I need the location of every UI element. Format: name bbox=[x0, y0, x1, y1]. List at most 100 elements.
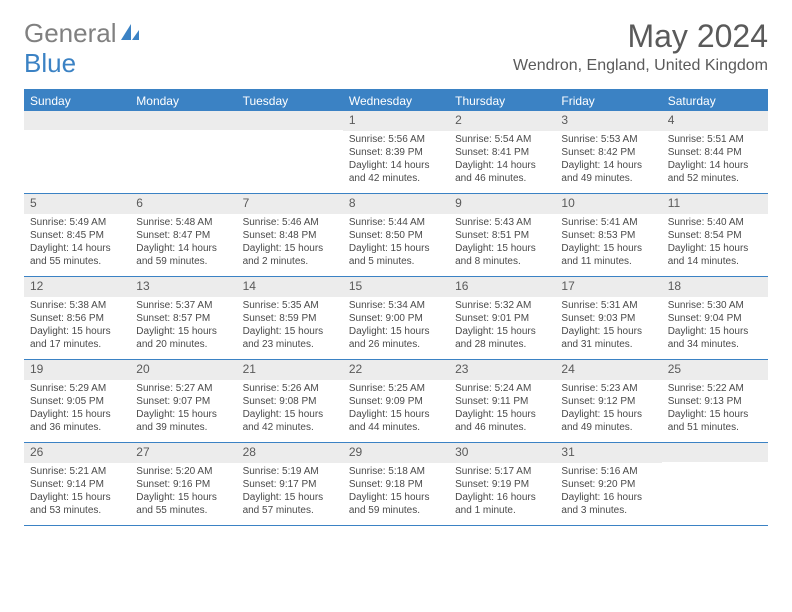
day-content: Sunrise: 5:16 AMSunset: 9:20 PMDaylight:… bbox=[555, 463, 661, 521]
day-cell: 4Sunrise: 5:51 AMSunset: 8:44 PMDaylight… bbox=[662, 111, 768, 193]
day-cell: 5Sunrise: 5:49 AMSunset: 8:45 PMDaylight… bbox=[24, 194, 130, 276]
day-info-line: Sunset: 8:42 PM bbox=[561, 146, 655, 159]
day-number: 26 bbox=[24, 443, 130, 463]
day-info-line: and 59 minutes. bbox=[349, 504, 443, 517]
day-content: Sunrise: 5:49 AMSunset: 8:45 PMDaylight:… bbox=[24, 214, 130, 272]
day-info-line: Daylight: 15 hours bbox=[668, 325, 762, 338]
day-cell: 11Sunrise: 5:40 AMSunset: 8:54 PMDayligh… bbox=[662, 194, 768, 276]
day-info-line: Sunrise: 5:30 AM bbox=[668, 299, 762, 312]
logo-text-blue: Blue bbox=[24, 48, 76, 78]
day-info-line: Sunrise: 5:35 AM bbox=[243, 299, 337, 312]
day-content: Sunrise: 5:23 AMSunset: 9:12 PMDaylight:… bbox=[555, 380, 661, 438]
day-info-line: Daylight: 15 hours bbox=[349, 325, 443, 338]
location-text: Wendron, England, United Kingdom bbox=[513, 57, 768, 75]
day-info-line: Sunset: 9:20 PM bbox=[561, 478, 655, 491]
day-info-line: Sunset: 8:51 PM bbox=[455, 229, 549, 242]
day-content: Sunrise: 5:18 AMSunset: 9:18 PMDaylight:… bbox=[343, 463, 449, 521]
day-cell: 7Sunrise: 5:46 AMSunset: 8:48 PMDaylight… bbox=[237, 194, 343, 276]
day-cell: 24Sunrise: 5:23 AMSunset: 9:12 PMDayligh… bbox=[555, 360, 661, 442]
day-cell: 29Sunrise: 5:18 AMSunset: 9:18 PMDayligh… bbox=[343, 443, 449, 525]
day-info-line: Sunset: 9:08 PM bbox=[243, 395, 337, 408]
day-info-line: and 17 minutes. bbox=[30, 338, 124, 351]
day-info-line: Daylight: 15 hours bbox=[30, 491, 124, 504]
day-info-line: and 34 minutes. bbox=[668, 338, 762, 351]
day-number: 17 bbox=[555, 277, 661, 297]
day-content: Sunrise: 5:40 AMSunset: 8:54 PMDaylight:… bbox=[662, 214, 768, 272]
day-info-line: Daylight: 15 hours bbox=[243, 491, 337, 504]
day-cell: 31Sunrise: 5:16 AMSunset: 9:20 PMDayligh… bbox=[555, 443, 661, 525]
day-info-line: Sunrise: 5:43 AM bbox=[455, 216, 549, 229]
day-info-line: Sunset: 9:19 PM bbox=[455, 478, 549, 491]
day-number: 10 bbox=[555, 194, 661, 214]
day-info-line: Sunset: 8:53 PM bbox=[561, 229, 655, 242]
day-info-line: Sunrise: 5:51 AM bbox=[668, 133, 762, 146]
day-content: Sunrise: 5:54 AMSunset: 8:41 PMDaylight:… bbox=[449, 131, 555, 189]
day-info-line: Daylight: 15 hours bbox=[561, 325, 655, 338]
day-info-line: Sunrise: 5:23 AM bbox=[561, 382, 655, 395]
day-info-line: Sunset: 8:54 PM bbox=[668, 229, 762, 242]
day-content: Sunrise: 5:21 AMSunset: 9:14 PMDaylight:… bbox=[24, 463, 130, 521]
day-info-line: Sunset: 8:48 PM bbox=[243, 229, 337, 242]
day-info-line: Sunrise: 5:26 AM bbox=[243, 382, 337, 395]
day-cell: 27Sunrise: 5:20 AMSunset: 9:16 PMDayligh… bbox=[130, 443, 236, 525]
day-info-line: Sunrise: 5:29 AM bbox=[30, 382, 124, 395]
day-cell: 16Sunrise: 5:32 AMSunset: 9:01 PMDayligh… bbox=[449, 277, 555, 359]
day-info-line: Daylight: 15 hours bbox=[349, 408, 443, 421]
day-header: Tuesday bbox=[237, 91, 343, 111]
day-number: 8 bbox=[343, 194, 449, 214]
day-info-line: Daylight: 14 hours bbox=[668, 159, 762, 172]
day-content: Sunrise: 5:31 AMSunset: 9:03 PMDaylight:… bbox=[555, 297, 661, 355]
day-cell: 12Sunrise: 5:38 AMSunset: 8:56 PMDayligh… bbox=[24, 277, 130, 359]
day-info-line: Sunrise: 5:20 AM bbox=[136, 465, 230, 478]
day-info-line: Sunrise: 5:46 AM bbox=[243, 216, 337, 229]
day-number-empty bbox=[662, 443, 768, 462]
day-content: Sunrise: 5:44 AMSunset: 8:50 PMDaylight:… bbox=[343, 214, 449, 272]
day-info-line: Sunrise: 5:41 AM bbox=[561, 216, 655, 229]
day-cell: 19Sunrise: 5:29 AMSunset: 9:05 PMDayligh… bbox=[24, 360, 130, 442]
day-info-line: Sunset: 8:56 PM bbox=[30, 312, 124, 325]
day-info-line: Daylight: 15 hours bbox=[30, 408, 124, 421]
day-number: 22 bbox=[343, 360, 449, 380]
day-cell: 15Sunrise: 5:34 AMSunset: 9:00 PMDayligh… bbox=[343, 277, 449, 359]
day-cell: 17Sunrise: 5:31 AMSunset: 9:03 PMDayligh… bbox=[555, 277, 661, 359]
day-info-line: Sunrise: 5:25 AM bbox=[349, 382, 443, 395]
day-cell: 8Sunrise: 5:44 AMSunset: 8:50 PMDaylight… bbox=[343, 194, 449, 276]
day-cell: 23Sunrise: 5:24 AMSunset: 9:11 PMDayligh… bbox=[449, 360, 555, 442]
day-info-line: and 44 minutes. bbox=[349, 421, 443, 434]
day-header: Sunday bbox=[24, 91, 130, 111]
day-number: 27 bbox=[130, 443, 236, 463]
day-info-line: and 49 minutes. bbox=[561, 421, 655, 434]
day-cell: 21Sunrise: 5:26 AMSunset: 9:08 PMDayligh… bbox=[237, 360, 343, 442]
day-content: Sunrise: 5:29 AMSunset: 9:05 PMDaylight:… bbox=[24, 380, 130, 438]
day-info-line: Sunset: 8:50 PM bbox=[349, 229, 443, 242]
day-number: 21 bbox=[237, 360, 343, 380]
day-number: 11 bbox=[662, 194, 768, 214]
day-info-line: Daylight: 15 hours bbox=[455, 325, 549, 338]
day-info-line: Sunrise: 5:56 AM bbox=[349, 133, 443, 146]
day-info-line: Sunset: 9:04 PM bbox=[668, 312, 762, 325]
day-info-line: Daylight: 16 hours bbox=[561, 491, 655, 504]
day-number: 25 bbox=[662, 360, 768, 380]
logo: General bbox=[24, 18, 141, 49]
day-content: Sunrise: 5:20 AMSunset: 9:16 PMDaylight:… bbox=[130, 463, 236, 521]
day-header: Monday bbox=[130, 91, 236, 111]
day-content: Sunrise: 5:41 AMSunset: 8:53 PMDaylight:… bbox=[555, 214, 661, 272]
day-info-line: and 3 minutes. bbox=[561, 504, 655, 517]
day-cell: 10Sunrise: 5:41 AMSunset: 8:53 PMDayligh… bbox=[555, 194, 661, 276]
day-info-line: and 36 minutes. bbox=[30, 421, 124, 434]
day-cell: 30Sunrise: 5:17 AMSunset: 9:19 PMDayligh… bbox=[449, 443, 555, 525]
day-info-line: Daylight: 15 hours bbox=[455, 408, 549, 421]
day-info-line: Daylight: 15 hours bbox=[561, 408, 655, 421]
day-cell bbox=[662, 443, 768, 525]
day-content: Sunrise: 5:26 AMSunset: 9:08 PMDaylight:… bbox=[237, 380, 343, 438]
week-row: 12Sunrise: 5:38 AMSunset: 8:56 PMDayligh… bbox=[24, 277, 768, 360]
day-number-empty bbox=[237, 111, 343, 130]
day-number: 23 bbox=[449, 360, 555, 380]
day-info-line: Sunset: 9:11 PM bbox=[455, 395, 549, 408]
day-info-line: Sunrise: 5:49 AM bbox=[30, 216, 124, 229]
week-row: 1Sunrise: 5:56 AMSunset: 8:39 PMDaylight… bbox=[24, 111, 768, 194]
day-number-empty bbox=[130, 111, 236, 130]
day-info-line: Sunset: 9:01 PM bbox=[455, 312, 549, 325]
day-info-line: Sunrise: 5:19 AM bbox=[243, 465, 337, 478]
day-header: Thursday bbox=[449, 91, 555, 111]
